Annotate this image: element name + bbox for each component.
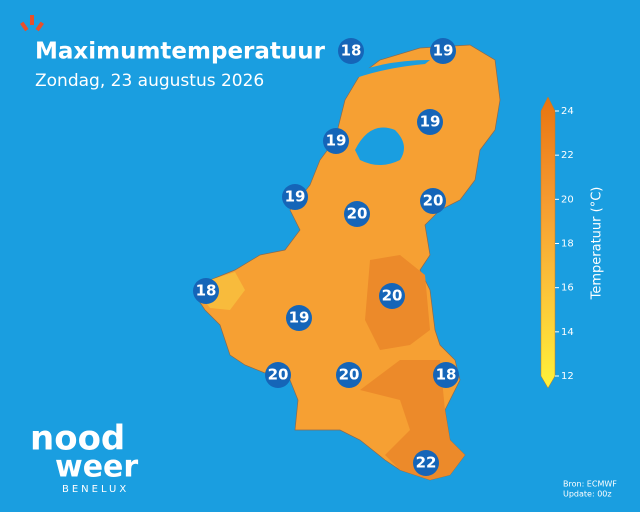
station-marker	[282, 184, 308, 210]
station-value: 19	[285, 188, 306, 206]
station-marker	[433, 362, 459, 388]
logo-text: nood	[30, 419, 125, 459]
colorbar-tick-label: 16	[561, 283, 574, 294]
station-value: 18	[436, 366, 457, 384]
station-value: 19	[289, 309, 310, 327]
station-marker	[413, 450, 439, 476]
warm-zone	[360, 360, 465, 480]
station-marker	[265, 362, 291, 388]
station-value: 20	[423, 192, 444, 210]
subtitle: Zondag, 23 augustus 2026	[35, 71, 264, 91]
colorbar-tick-label: 24	[561, 106, 574, 117]
station-value: 20	[339, 366, 360, 384]
update: Update: 00z	[563, 490, 612, 499]
colorbar-tick-label: 20	[561, 194, 574, 205]
logo-text: BENELUX	[62, 484, 129, 495]
colorbar: Temperatuur (°C) 12 14 16 18 20 22 24	[540, 96, 605, 389]
colorbar-tick-label: 18	[561, 239, 574, 250]
station-marker	[193, 278, 219, 304]
station-marker	[420, 188, 446, 214]
water	[342, 60, 430, 165]
station-value: 20	[268, 366, 289, 384]
station-marker	[379, 283, 405, 309]
station-marker	[286, 305, 312, 331]
station-value: 20	[347, 205, 368, 223]
stations: 18 19 19 19 19 20 20 18 20 19 20 20 18 2…	[193, 38, 459, 476]
logo-text: weer	[55, 450, 138, 485]
station-marker	[323, 128, 349, 154]
station-value: 18	[196, 282, 217, 300]
station-marker	[336, 362, 362, 388]
title: Maximumtemperatuur	[35, 39, 326, 65]
station-marker	[344, 201, 370, 227]
colorbar-tick-label: 14	[561, 327, 574, 338]
station-value: 19	[420, 113, 441, 131]
station-value: 18	[341, 42, 362, 60]
logo-mark	[20, 15, 44, 32]
station-value: 22	[416, 454, 437, 472]
station-value: 20	[382, 287, 403, 305]
source: Bron: ECMWF	[563, 480, 617, 489]
colorbar-label: Temperatuur (°C)	[590, 187, 605, 301]
station-value: 19	[433, 42, 454, 60]
colorbar-ramp	[540, 96, 556, 389]
colorbar-tick-label: 22	[561, 150, 574, 161]
station-value: 19	[326, 132, 347, 150]
station-marker	[417, 109, 443, 135]
colorbar-tick-label: 12	[561, 371, 574, 382]
station-marker	[430, 38, 456, 64]
station-marker	[338, 38, 364, 64]
